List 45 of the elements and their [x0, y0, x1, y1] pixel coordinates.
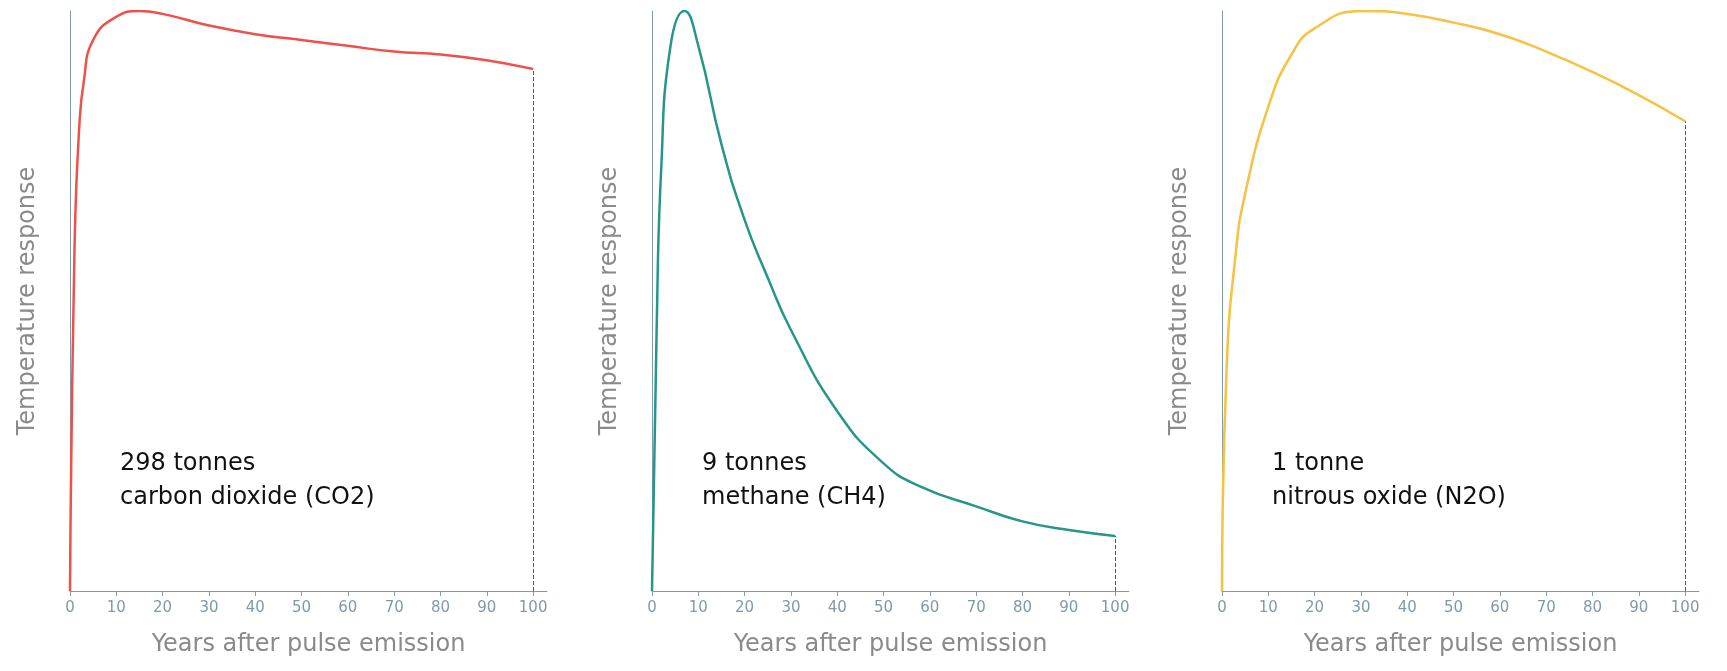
- x-tick-label: 10: [1258, 597, 1278, 616]
- annotation: nitrous oxide (N2O): [1272, 482, 1506, 510]
- x-axis-title: Years after pulse emission: [150, 629, 466, 657]
- annotation: 298 tonnes: [120, 448, 256, 476]
- x-axis-title: Years after pulse emission: [732, 629, 1048, 657]
- x-axis-title: Years after pulse emission: [1302, 629, 1618, 657]
- x-tick-label: 40: [245, 597, 265, 616]
- x-tick-label: 80: [1012, 597, 1033, 616]
- x-tick-label: 30: [199, 597, 219, 616]
- y-axis-title: Temperature response: [594, 166, 622, 437]
- x-tick-label: 40: [1397, 597, 1417, 616]
- x-tick-label: 40: [827, 597, 847, 616]
- x-tick-label: 90: [1059, 597, 1079, 616]
- annotation: carbon dioxide (CO2): [120, 482, 375, 510]
- x-tick-label: 20: [153, 597, 173, 616]
- x-tick-label: 0: [647, 597, 657, 616]
- x-tick-label: 50: [874, 597, 894, 616]
- x-tick-label: 80: [430, 597, 451, 616]
- x-tick-label: 100: [1670, 597, 1700, 616]
- x-tick-label: 50: [1444, 597, 1464, 616]
- x-tick-label: 30: [1351, 597, 1371, 616]
- x-tick-label: 90: [477, 597, 497, 616]
- annotation: methane (CH4): [702, 482, 886, 510]
- x-tick-label: 60: [338, 597, 358, 616]
- annotation: 1 tonne: [1272, 448, 1365, 476]
- x-tick-label: 70: [1536, 597, 1556, 616]
- x-tick-label: 100: [1100, 597, 1130, 616]
- x-tick-label: 0: [65, 597, 75, 616]
- x-tick-label: 60: [920, 597, 940, 616]
- x-tick-label: 90: [1629, 597, 1649, 616]
- x-tick-label: 70: [966, 597, 986, 616]
- x-tick-label: 100: [518, 597, 548, 616]
- annotation: 9 tonnes: [702, 448, 807, 476]
- y-axis-title: Temperature response: [1164, 166, 1192, 437]
- y-axis-title: Temperature response: [12, 166, 40, 437]
- x-tick-label: 30: [781, 597, 801, 616]
- x-tick-label: 80: [1582, 597, 1603, 616]
- x-tick-label: 20: [735, 597, 755, 616]
- x-tick-label: 0: [1217, 597, 1227, 616]
- x-tick-label: 60: [1490, 597, 1510, 616]
- x-tick-label: 20: [1305, 597, 1325, 616]
- x-tick-label: 10: [106, 597, 126, 616]
- x-tick-label: 70: [384, 597, 404, 616]
- x-tick-label: 10: [688, 597, 708, 616]
- x-tick-label: 50: [292, 597, 312, 616]
